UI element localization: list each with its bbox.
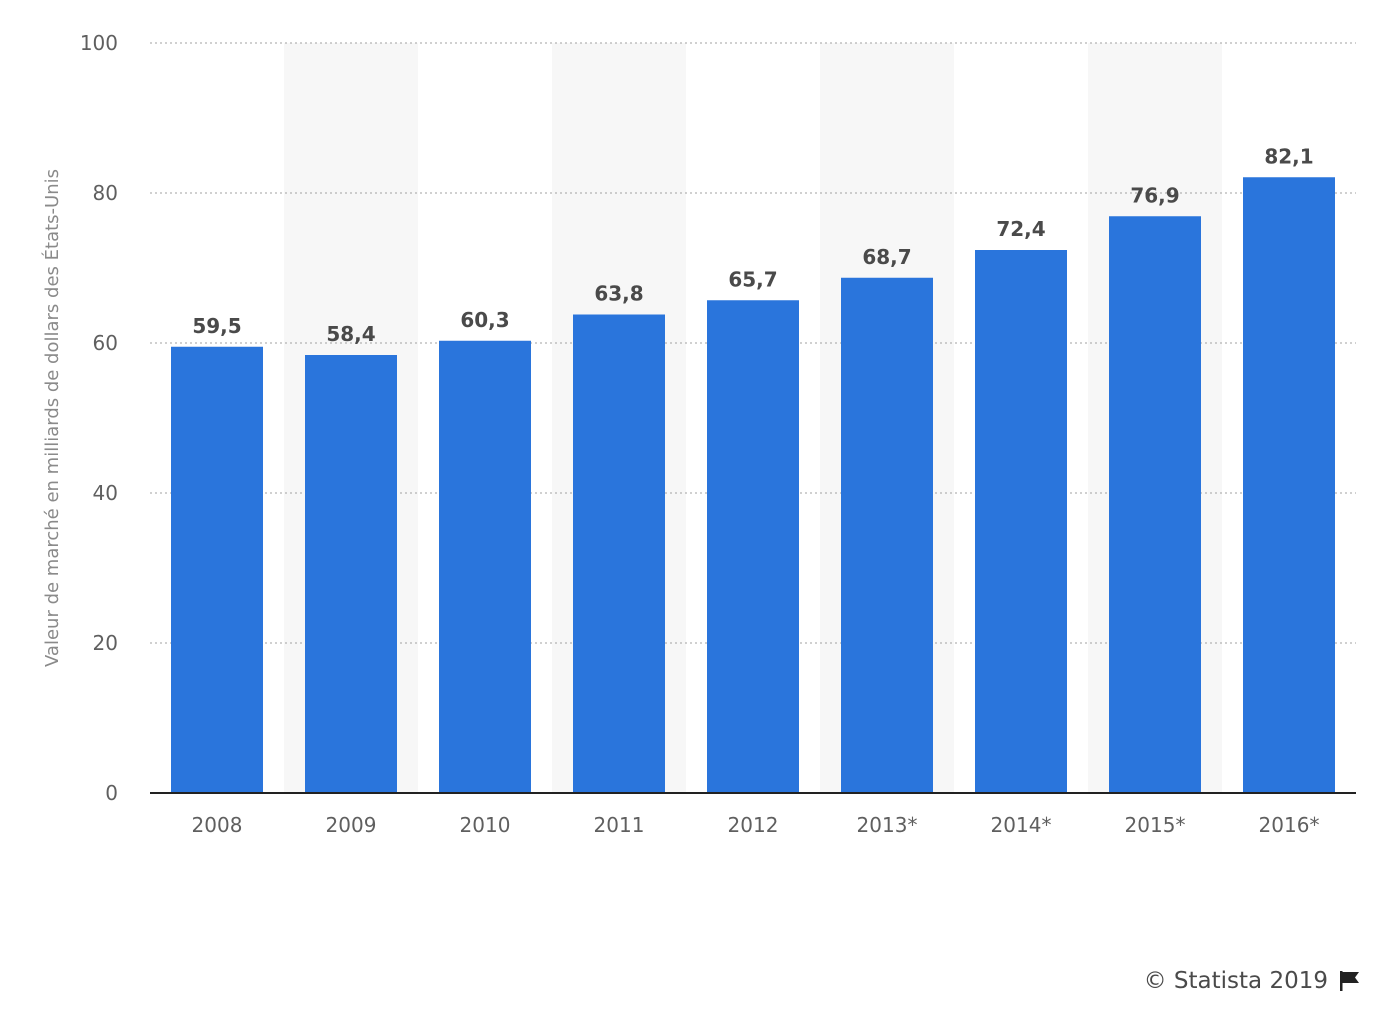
bar-2016*	[1243, 177, 1335, 793]
data-label-2015*: 76,9	[1130, 183, 1179, 207]
y-tick-label-0: 0	[105, 781, 118, 805]
x-tick-label-2014*: 2014*	[991, 813, 1052, 837]
data-label-2009: 58,4	[326, 322, 375, 346]
data-labels: 59,5 58,4 60,3 63,8 65,7 68,7 72,4 76,9 82,1	[192, 144, 1313, 346]
bars	[171, 177, 1335, 793]
x-tick-label-2015*: 2015*	[1125, 813, 1186, 837]
x-tick-label-2011: 2011	[594, 813, 645, 837]
y-tick-label-3: 60	[93, 331, 118, 355]
bar-2011	[573, 314, 665, 793]
x-tick-label-2009: 2009	[326, 813, 377, 837]
data-label-2011: 63,8	[594, 282, 643, 306]
y-tick-label-4: 80	[93, 181, 118, 205]
bar-2012	[707, 300, 799, 793]
x-axis-ticks: 2008 2009 2010 2011 2012 2013* 2014* 2015* 2016*	[192, 813, 1320, 837]
x-tick-label-2012: 2012	[728, 813, 779, 837]
bar-2014*	[975, 250, 1067, 793]
x-tick-label-2008: 2008	[192, 813, 243, 837]
bar-2013*	[841, 277, 933, 793]
x-tick-label-2010: 2010	[460, 813, 511, 837]
bar-2009	[305, 355, 397, 793]
flag-icon[interactable]	[1338, 969, 1362, 993]
data-label-2013*: 68,7	[862, 245, 911, 269]
y-tick-label-2: 40	[93, 481, 118, 505]
data-label-2010: 60,3	[460, 308, 509, 332]
footer-credit: © Statista 2019	[1144, 964, 1362, 998]
credit-text: © Statista 2019	[1143, 968, 1328, 994]
bar-2008	[171, 346, 263, 793]
bar-2015*	[1109, 216, 1201, 793]
y-tick-label-1: 20	[93, 631, 118, 655]
x-tick-label-2016*: 2016*	[1259, 813, 1320, 837]
data-label-2016*: 82,1	[1264, 144, 1313, 168]
y-axis-label: Valeur de marché en milliards de dollars…	[41, 169, 63, 667]
bar-2010	[439, 340, 531, 793]
data-label-2014*: 72,4	[996, 217, 1045, 241]
data-label-2008: 59,5	[192, 314, 241, 338]
y-axis-ticks: 0 20 40 60 80 100	[80, 31, 118, 805]
y-tick-label-5: 100	[80, 31, 118, 55]
data-label-2012: 65,7	[728, 267, 777, 291]
x-tick-label-2013*: 2013*	[857, 813, 918, 837]
